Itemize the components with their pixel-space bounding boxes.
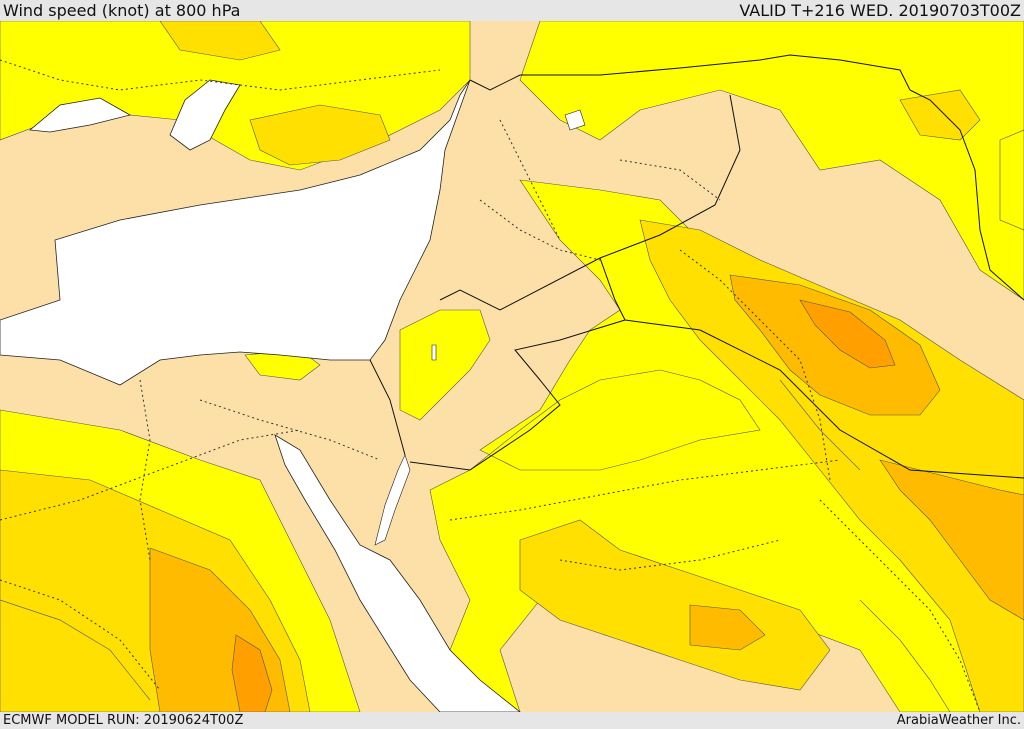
lake-assad [564,109,586,131]
country-borders [369,54,1024,479]
provincial-boundaries [0,59,981,712]
map-canvas [0,21,1024,712]
aegean-island-water [169,79,241,151]
map-title: Wind speed (knot) at 800 hPa [3,1,241,20]
dead-sea [431,344,437,361]
wind-band-deep-orange [231,299,896,712]
valid-time: VALID T+216 WED. 20190703T00Z [739,1,1021,20]
map-header: Wind speed (knot) at 800 hPa VALID T+216… [0,0,1024,21]
map-footer: ECMWF MODEL RUN: 20190624T00Z ArabiaWeat… [0,712,1024,729]
gulf-of-aqaba [374,454,411,546]
model-run: ECMWF MODEL RUN: 20190624T00Z [3,713,244,728]
aegean-water [29,97,132,133]
wind-contours [0,379,951,712]
credit: ArabiaWeather Inc. [896,713,1021,728]
red-sea [274,434,521,712]
wind-speed-map [0,21,1024,712]
mediterranean-sea [0,79,471,386]
